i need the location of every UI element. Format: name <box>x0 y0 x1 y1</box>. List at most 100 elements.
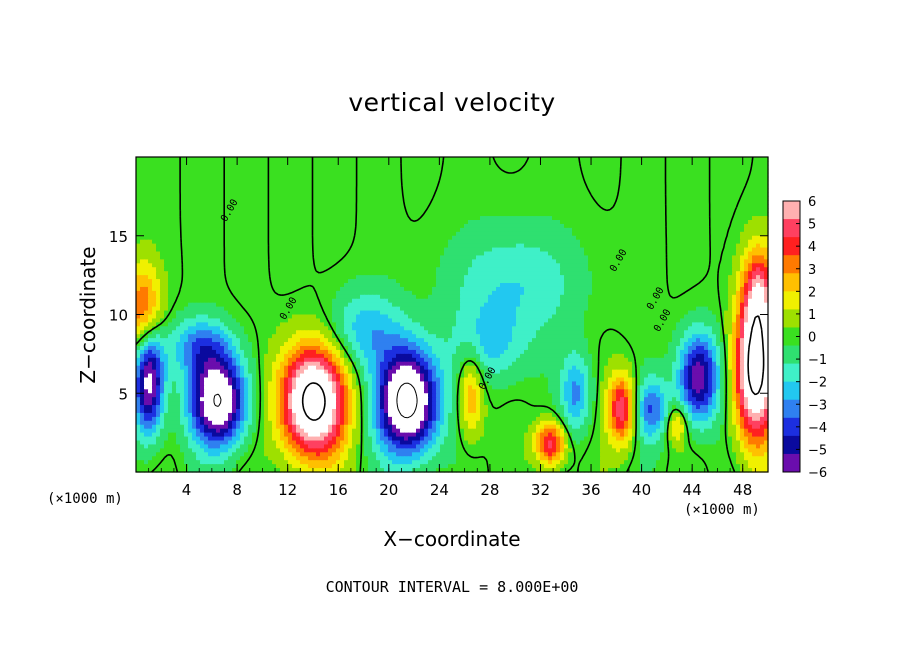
field-cell <box>284 184 289 190</box>
field-cell <box>656 172 661 178</box>
field-cell <box>556 200 561 205</box>
field-cell <box>408 196 413 201</box>
field-cell <box>640 176 645 182</box>
field-cell <box>576 172 581 178</box>
field-cell <box>404 235 409 241</box>
field-cell <box>452 188 457 194</box>
field-cell <box>660 223 665 229</box>
field-cell <box>436 259 441 264</box>
field-cell <box>272 208 277 213</box>
field-cell <box>460 275 465 280</box>
field-cell <box>160 208 165 213</box>
field-cell <box>528 255 533 260</box>
field-cell <box>572 200 577 205</box>
field-cell <box>296 275 301 280</box>
field-cell <box>636 216 641 221</box>
field-cell <box>424 231 429 237</box>
field-cell <box>364 267 369 272</box>
field-cell <box>540 204 545 209</box>
field-cell <box>516 231 521 237</box>
field-cell <box>452 196 457 201</box>
field-cell <box>404 164 409 170</box>
field-cell <box>680 172 685 178</box>
field-cell <box>152 208 157 213</box>
field-cell <box>152 275 157 280</box>
field-cell <box>208 243 213 249</box>
field-cell <box>536 168 541 174</box>
field-cell <box>508 279 513 284</box>
field-cell <box>244 255 249 260</box>
field-cell <box>748 247 753 253</box>
field-cell <box>420 176 425 182</box>
field-cell <box>292 227 297 233</box>
field-cell <box>148 160 153 166</box>
field-cell <box>760 164 765 170</box>
field-cell <box>572 220 577 225</box>
field-cell <box>388 184 393 190</box>
field-cell <box>196 184 201 190</box>
field-cell <box>616 227 621 233</box>
field-cell <box>376 267 381 272</box>
field-cell <box>328 192 333 197</box>
field-cell <box>472 275 477 280</box>
field-cell <box>736 227 741 233</box>
field-cell <box>280 172 285 178</box>
field-cell <box>564 172 569 178</box>
field-cell <box>548 247 553 253</box>
field-cell <box>588 200 593 205</box>
field-cell <box>508 188 513 194</box>
field-cell <box>540 208 545 213</box>
field-cell <box>336 220 341 225</box>
field-cell <box>588 196 593 201</box>
field-cell <box>696 172 701 178</box>
field-cell <box>400 263 405 268</box>
field-cell <box>484 208 489 213</box>
field-cell <box>336 180 341 186</box>
field-cell <box>536 263 541 268</box>
field-cell <box>184 200 189 205</box>
field-cell <box>688 196 693 201</box>
field-cell <box>560 176 565 182</box>
field-cell <box>688 172 693 178</box>
field-cell <box>196 227 201 233</box>
field-cell <box>300 271 305 276</box>
field-cell <box>524 263 529 268</box>
field-cell <box>196 239 201 245</box>
field-cell <box>424 200 429 205</box>
field-cell <box>644 172 649 178</box>
field-cell <box>164 235 169 241</box>
field-cell <box>748 164 753 170</box>
field-cell <box>536 243 541 249</box>
field-cell <box>460 251 465 257</box>
field-cell <box>620 157 625 162</box>
field-cell <box>176 157 181 162</box>
field-cell <box>736 251 741 257</box>
field-cell <box>588 168 593 174</box>
field-cell <box>644 231 649 237</box>
field-cell <box>624 192 629 197</box>
field-cell <box>400 172 405 178</box>
field-cell <box>344 235 349 241</box>
field-cell <box>744 267 749 272</box>
field-cell <box>276 180 281 186</box>
field-cell <box>396 247 401 253</box>
field-cell <box>440 196 445 201</box>
field-cell <box>504 239 509 245</box>
field-cell <box>416 243 421 249</box>
field-cell <box>272 160 277 166</box>
field-cell <box>280 192 285 197</box>
field-cell <box>536 176 541 182</box>
field-cell <box>216 204 221 209</box>
field-cell <box>488 267 493 272</box>
field-cell <box>556 168 561 174</box>
field-cell <box>388 235 393 241</box>
field-cell <box>180 188 185 194</box>
field-cell <box>556 157 561 162</box>
field-cell <box>440 235 445 241</box>
field-cell <box>200 239 205 245</box>
field-cell <box>508 192 513 197</box>
field-cell <box>416 279 421 284</box>
field-cell <box>408 168 413 174</box>
field-cell <box>676 180 681 186</box>
field-cell <box>656 216 661 221</box>
